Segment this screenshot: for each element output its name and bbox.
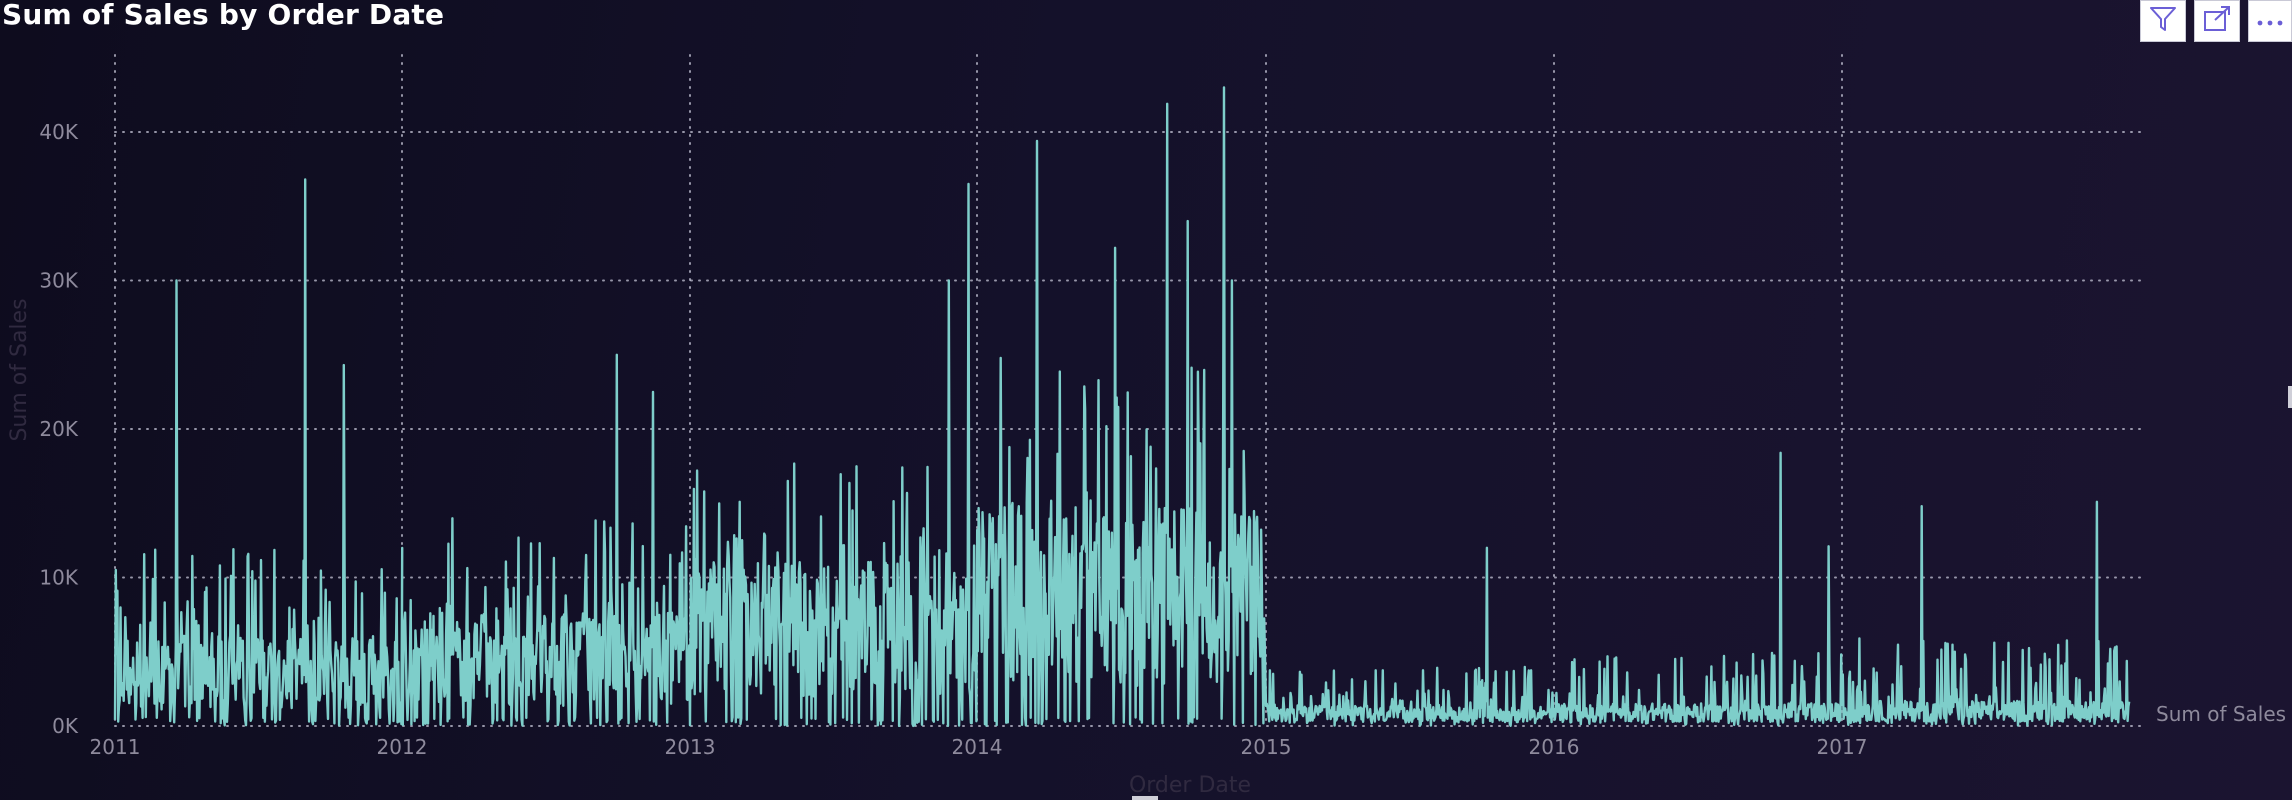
x-tick-label: 2012	[377, 735, 428, 759]
series-layer[interactable]	[113, 86, 2131, 728]
x-tick-label: 2011	[90, 735, 141, 759]
y-tick-label: 20K	[39, 417, 78, 441]
x-axis-title: Order Date	[1129, 773, 1251, 798]
y-axis: 0K 10K 20K 30K 40K	[39, 120, 78, 738]
x-tick-label: 2013	[665, 735, 716, 759]
filter-button[interactable]	[2140, 0, 2186, 42]
y-tick-label: 40K	[39, 120, 78, 144]
legend-series-label[interactable]: Sum of Sales	[2156, 702, 2286, 726]
y-axis-title: Sum of Sales	[7, 298, 32, 441]
y-tick-label: 0K	[52, 714, 79, 738]
more-options-button[interactable]	[2248, 0, 2292, 42]
x-tick-label: 2016	[1529, 735, 1580, 759]
x-tick-label: 2014	[952, 735, 1003, 759]
visual-header-toolbar	[2140, 0, 2292, 42]
x-axis: 2011 2012 2013 2014 2015 2016 2017	[90, 735, 1868, 759]
focus-mode-icon	[2203, 6, 2231, 36]
filter-icon	[2149, 6, 2177, 36]
y-tick-label: 10K	[39, 566, 78, 590]
gridlines	[114, 54, 2141, 727]
series-line-sum-of-sales[interactable]	[113, 86, 2131, 728]
chart-title: Sum of Sales by Order Date	[2, 0, 445, 31]
more-options-icon	[2256, 12, 2284, 31]
focus-mode-button[interactable]	[2194, 0, 2240, 42]
resize-handle-right[interactable]	[2288, 386, 2292, 408]
resize-handle-bottom[interactable]	[1132, 796, 1158, 800]
x-tick-label: 2015	[1241, 735, 1292, 759]
x-tick-label: 2017	[1817, 735, 1868, 759]
y-tick-label: 30K	[39, 269, 78, 293]
